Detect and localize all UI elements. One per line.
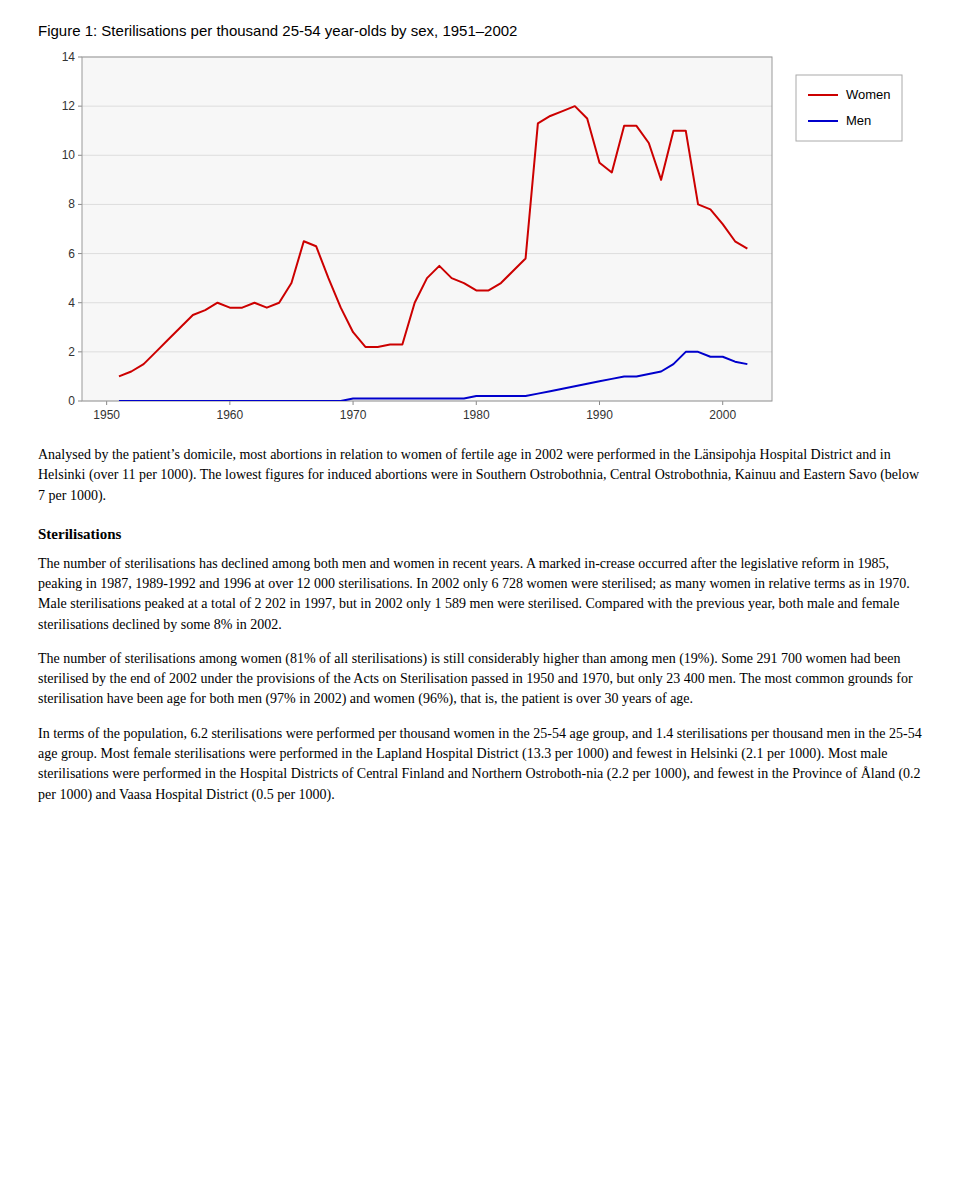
y-tick-label: 10 [62,148,76,162]
tick-mark [78,253,82,254]
x-tick-label: 1970 [340,408,367,422]
grid-line [82,204,772,205]
x-tick-label: 1950 [93,408,120,422]
chart: 0 2 4 6 8 10 12 14 1950 1960 1970 1980 1990 2000 Women… [38,45,922,435]
grid-line [82,351,772,352]
legend-swatch [808,94,838,96]
plot-frame [82,57,772,401]
tick-mark [229,401,230,405]
plot-area [82,57,772,401]
y-tick-label: 8 [68,197,75,211]
legend-swatch [808,120,838,122]
tick-mark [78,302,82,303]
tick-mark [78,351,82,352]
grid-line [82,302,772,303]
paragraph: Analysed by the patient’s domicile, most… [38,445,922,506]
series-line [119,106,747,376]
y-tick-label: 12 [62,99,76,113]
legend-label: Women [846,87,891,102]
chart-svg: 0 2 4 6 8 10 12 14 1950 1960 1970 1980 1990 2000 Women… [38,45,922,435]
section-heading: Sterilisations [38,524,922,546]
page: Figure 1: Sterilisations per thousand 25… [0,0,960,805]
y-tick-label: 14 [62,50,76,64]
legend: Women Men [796,75,902,141]
tick-mark [722,401,723,405]
tick-mark [78,401,82,402]
grid-line [82,155,772,156]
series-group [119,106,747,401]
x-tick-label: 1980 [463,408,490,422]
tick-mark [353,401,354,405]
y-tick-label: 4 [68,296,75,310]
x-tick-label: 1960 [217,408,244,422]
paragraph: In terms of the population, 6.2 sterilis… [38,724,922,805]
text-body: Analysed by the patient’s domicile, most… [38,445,922,805]
x-tick-label: 1990 [586,408,613,422]
legend-box [796,75,902,141]
tick-mark [78,106,82,107]
grid-line [82,253,772,254]
y-tick-label: 6 [68,247,75,261]
x-tick-label: 2000 [709,408,736,422]
y-tick-label: 0 [68,394,75,408]
tick-mark [78,204,82,205]
paragraph: The number of sterilisations has decline… [38,554,922,635]
tick-mark [78,57,82,58]
series-line [119,352,747,401]
grid-line [82,106,772,107]
paragraph: The number of sterilisations among women… [38,649,922,710]
y-tick-label: 2 [68,345,75,359]
tick-mark [599,401,600,405]
tick-mark [106,401,107,405]
tick-mark [476,401,477,405]
legend-label: Men [846,113,871,128]
tick-mark [78,155,82,156]
chart-title: Figure 1: Sterilisations per thousand 25… [38,22,922,39]
